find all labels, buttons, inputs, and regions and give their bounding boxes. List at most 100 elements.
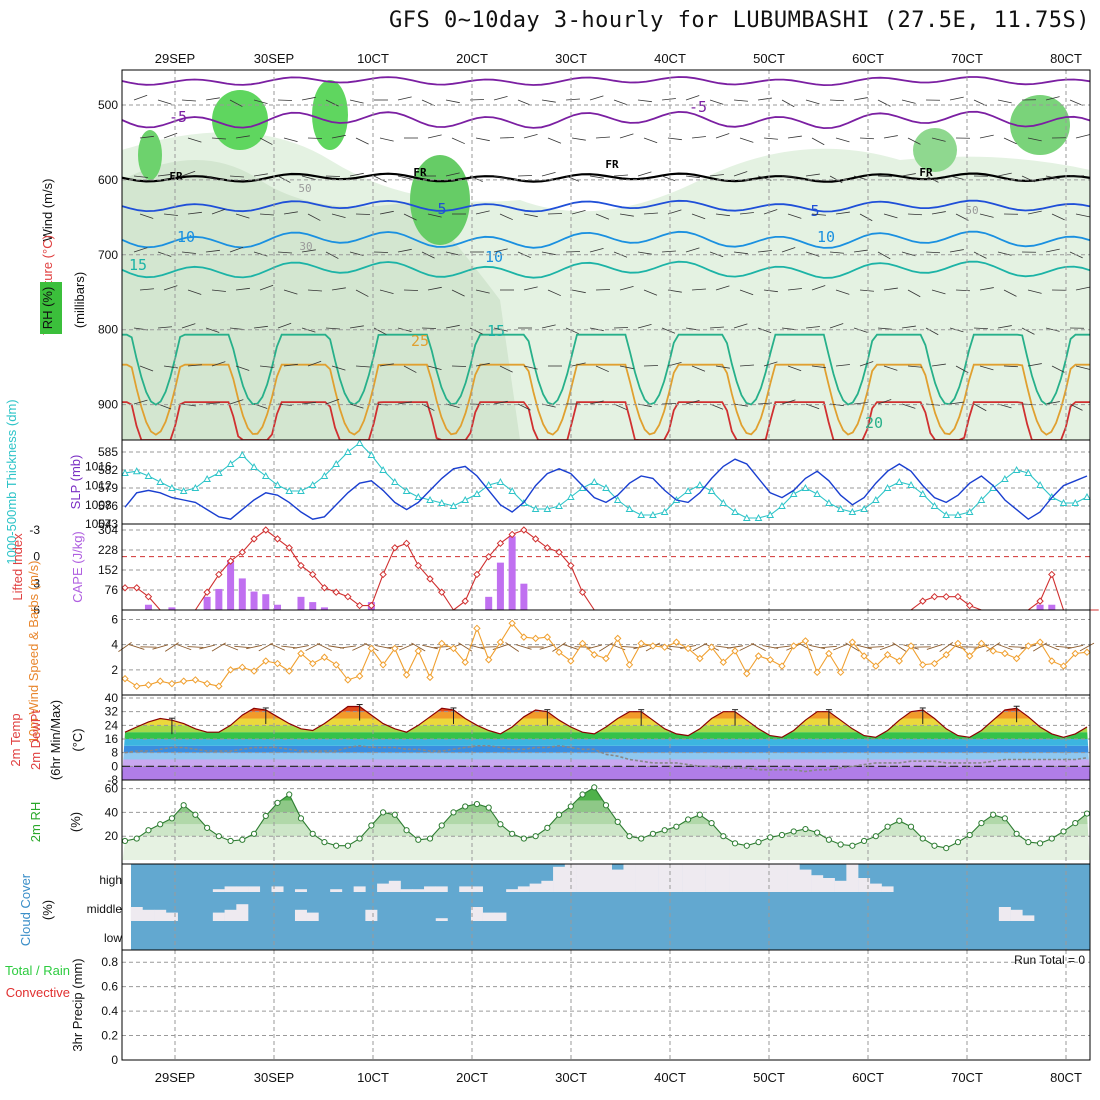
cape-bar <box>485 596 493 610</box>
wind-speed-point <box>778 662 786 670</box>
rh-ytick: 40 <box>105 805 119 819</box>
temp-label: 2m Temp <box>8 713 23 766</box>
cloud-middle-bar <box>1022 915 1035 921</box>
wind-barb <box>691 288 706 291</box>
wind-speed-point <box>1036 638 1044 646</box>
wind-speed-point <box>860 652 868 660</box>
lifted-index-point <box>391 544 399 552</box>
date-label-top: 50CT <box>753 51 785 66</box>
cloud-middle-bar <box>365 909 378 921</box>
wind-barb <box>691 365 706 372</box>
wind-barb <box>133 175 148 178</box>
wind-barb <box>613 403 627 411</box>
wind-barb <box>763 137 778 140</box>
wind-barb <box>427 365 442 371</box>
cloud-high-bar <box>635 864 648 892</box>
wind-barb <box>829 323 844 329</box>
cape-bar <box>508 536 516 610</box>
wind-barb <box>1027 289 1042 294</box>
rh2m-point <box>720 833 727 840</box>
thickness-point <box>215 468 223 476</box>
wind-barb <box>475 362 490 367</box>
wind-barb <box>139 288 154 291</box>
contour-label: FR <box>413 166 427 179</box>
lifted-index-point <box>379 570 387 579</box>
wind-barb <box>397 175 412 180</box>
wind-barb <box>811 213 826 216</box>
wind-barb <box>835 289 850 295</box>
wind-barb-10m <box>586 644 603 650</box>
wind-barb <box>739 212 754 215</box>
rh2m-point <box>286 791 293 798</box>
temp-ytick: 32 <box>105 705 119 719</box>
rh2m-point <box>802 825 809 833</box>
wind-barb <box>589 400 604 405</box>
contour-label: 50 <box>965 204 978 217</box>
cloud-high-bar <box>623 864 636 892</box>
cloud-high-bar <box>236 886 249 892</box>
cloud-high-bar <box>459 886 472 892</box>
cloud-high-bar <box>212 889 225 892</box>
wind-ytick: 2 <box>111 663 118 677</box>
rh-band <box>122 812 1090 825</box>
thickness-point <box>402 486 411 494</box>
cape-bar <box>238 578 246 610</box>
date-label-bottom: 20CT <box>456 1070 488 1085</box>
thickness-point <box>484 480 493 488</box>
wind-barb-10m <box>175 643 192 651</box>
cloud-level-label: middle <box>87 902 123 916</box>
contour-temp-25 <box>122 363 1090 436</box>
rh2m-point <box>509 830 516 837</box>
wind-barb <box>619 133 634 139</box>
thickness-point <box>696 480 704 488</box>
wind-barb <box>901 173 916 177</box>
rh2m-label: 2m RH <box>28 802 43 842</box>
wind-barb <box>661 327 676 334</box>
wind-speed-point <box>649 642 657 650</box>
contour-temp-15 <box>121 260 1091 279</box>
wind-barb-10m <box>234 645 251 649</box>
thickness-point <box>238 450 247 458</box>
wind-barb <box>589 175 604 179</box>
wind-speed-point <box>355 672 364 680</box>
wind-barb <box>997 325 1012 329</box>
cloud-high-bar <box>412 889 425 892</box>
wind-barb <box>763 289 778 293</box>
rh2m-point <box>1048 835 1055 842</box>
rh2m-point <box>731 840 739 847</box>
wind-barb <box>853 402 868 405</box>
wind-barb <box>595 365 609 373</box>
thickness-point <box>390 477 399 485</box>
wind-barb <box>709 99 724 105</box>
wind-barb <box>949 249 964 253</box>
wind-barb <box>349 99 364 104</box>
wind-barb <box>541 99 556 103</box>
rh-high-area <box>913 128 957 172</box>
date-label-top: 30CT <box>555 51 587 66</box>
cloud-level-label: high <box>99 873 122 887</box>
wind-barb <box>829 251 844 254</box>
wind-barb <box>709 251 724 258</box>
wind-barb <box>955 289 971 292</box>
wind-barb <box>589 247 604 253</box>
wind-speed-point <box>848 638 857 646</box>
wind-speed-point <box>895 657 903 665</box>
rh2m-point <box>532 833 539 840</box>
wind-barb <box>691 136 706 139</box>
rh2m-point <box>438 822 445 829</box>
cloud-high-bar <box>576 864 589 892</box>
thickness-point <box>121 468 129 476</box>
wind-barb <box>493 175 508 180</box>
wind-barb <box>523 286 538 291</box>
wind-speed-point <box>1083 648 1091 656</box>
wind-speed-point <box>203 679 211 688</box>
thickness-point <box>930 501 939 509</box>
wind-barb <box>661 250 676 253</box>
cloud-high-bar <box>799 869 812 892</box>
wind-barb <box>301 175 316 181</box>
cloud-high-bar <box>611 869 624 892</box>
cloud-middle-bar <box>224 909 237 921</box>
thickness-point <box>355 438 364 446</box>
rh2m-point <box>978 819 985 827</box>
lifted-index-point <box>133 584 141 592</box>
